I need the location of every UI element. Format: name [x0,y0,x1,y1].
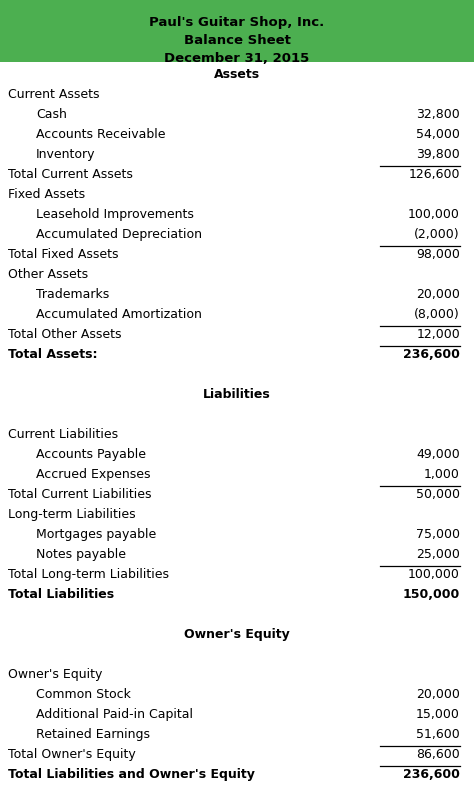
Text: 54,000: 54,000 [416,128,460,141]
Text: Balance Sheet: Balance Sheet [183,34,291,47]
Text: Current Assets: Current Assets [8,88,100,101]
Text: Fixed Assets: Fixed Assets [8,188,85,201]
Text: 25,000: 25,000 [416,548,460,561]
Text: (2,000): (2,000) [414,228,460,241]
Text: Total Fixed Assets: Total Fixed Assets [8,248,118,261]
Text: 15,000: 15,000 [416,708,460,721]
Text: Total Current Assets: Total Current Assets [8,168,133,181]
Text: Assets: Assets [214,68,260,81]
Text: Accumulated Amortization: Accumulated Amortization [36,308,202,321]
Text: 86,600: 86,600 [416,748,460,761]
Text: Paul's Guitar Shop, Inc.: Paul's Guitar Shop, Inc. [149,16,325,29]
Text: December 31, 2015: December 31, 2015 [164,52,310,64]
Text: (8,000): (8,000) [414,308,460,321]
Text: Trademarks: Trademarks [36,288,109,301]
Text: Notes payable: Notes payable [36,548,126,561]
Text: 126,600: 126,600 [409,168,460,181]
Text: Additional Paid-in Capital: Additional Paid-in Capital [36,708,193,721]
Text: Common Stock: Common Stock [36,688,131,701]
Text: Owner's Equity: Owner's Equity [8,668,102,681]
Text: 39,800: 39,800 [416,148,460,161]
Text: 20,000: 20,000 [416,688,460,701]
Text: Other Assets: Other Assets [8,268,88,281]
Text: 50,000: 50,000 [416,488,460,501]
Text: 20,000: 20,000 [416,288,460,301]
Text: 75,000: 75,000 [416,528,460,541]
Text: 12,000: 12,000 [416,328,460,341]
Text: 49,000: 49,000 [416,448,460,461]
Text: Liabilities: Liabilities [203,388,271,401]
Text: 1,000: 1,000 [424,468,460,481]
Text: Leasehold Improvements: Leasehold Improvements [36,208,194,221]
Bar [0,0,474,62]
Text: Total Other Assets: Total Other Assets [8,328,121,341]
Text: 236,600: 236,600 [403,348,460,361]
Text: Mortgages payable: Mortgages payable [36,528,156,541]
Text: Current Liabilities: Current Liabilities [8,428,118,441]
Text: 32,800: 32,800 [416,108,460,121]
Text: Total Owner's Equity: Total Owner's Equity [8,748,136,761]
Text: Total Long-term Liabilities: Total Long-term Liabilities [8,568,169,581]
Text: 150,000: 150,000 [403,588,460,601]
Text: Owner's Equity: Owner's Equity [184,628,290,641]
Text: 98,000: 98,000 [416,248,460,261]
Text: Accrued Expenses: Accrued Expenses [36,468,151,481]
Text: Long-term Liabilities: Long-term Liabilities [8,508,136,521]
Text: Accounts Receivable: Accounts Receivable [36,128,165,141]
Text: Inventory: Inventory [36,148,95,161]
Text: Total Assets:: Total Assets: [8,348,98,361]
Text: 51,600: 51,600 [416,728,460,741]
Text: Cash: Cash [36,108,67,121]
Text: Accounts Payable: Accounts Payable [36,448,146,461]
Text: Total Liabilities and Owner's Equity: Total Liabilities and Owner's Equity [8,768,255,781]
Text: Accumulated Depreciation: Accumulated Depreciation [36,228,202,241]
Text: 100,000: 100,000 [408,568,460,581]
Text: 100,000: 100,000 [408,208,460,221]
Text: 236,600: 236,600 [403,768,460,781]
Text: Retained Earnings: Retained Earnings [36,728,150,741]
Text: Total Current Liabilities: Total Current Liabilities [8,488,152,501]
Text: Total Liabilities: Total Liabilities [8,588,114,601]
